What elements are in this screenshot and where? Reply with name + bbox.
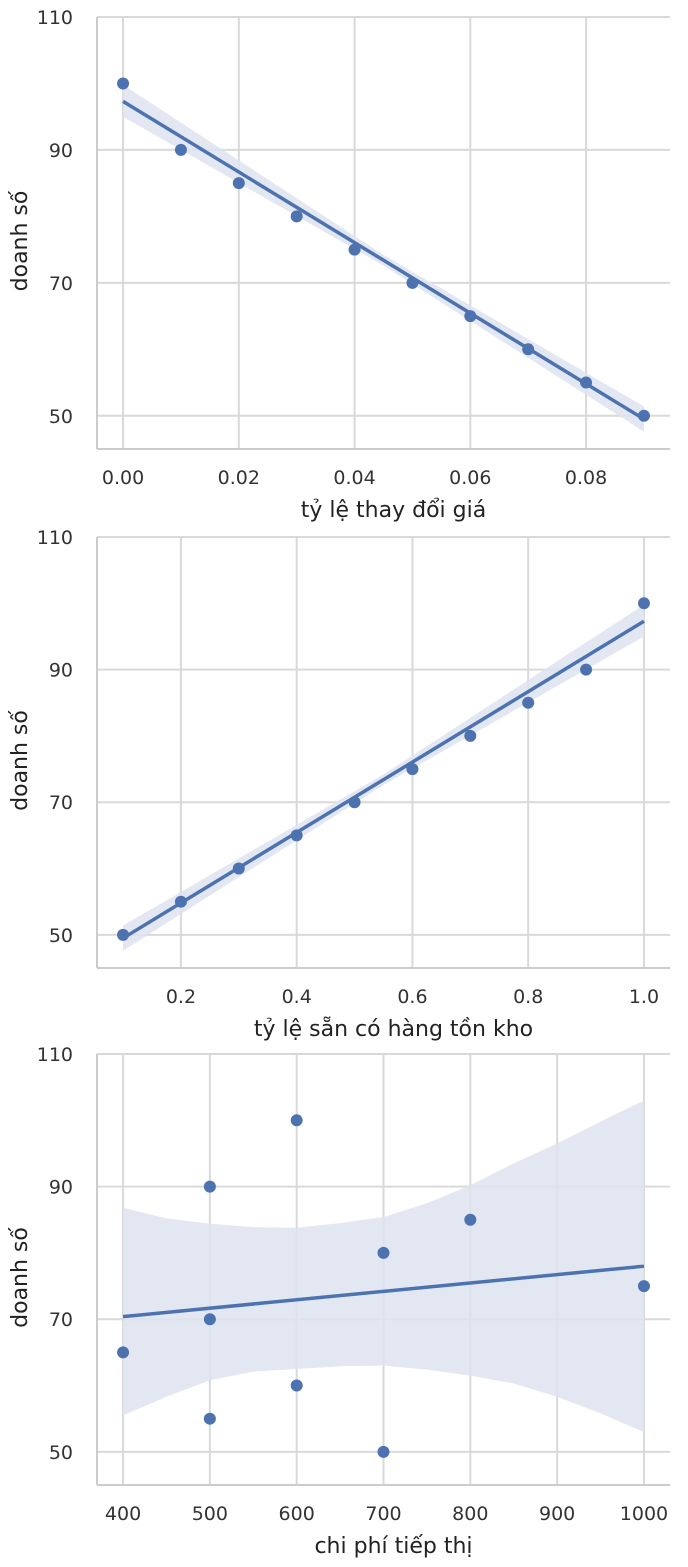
regression-line — [122, 619, 645, 940]
x-tick-label: 700 — [365, 1503, 401, 1525]
data-point — [174, 143, 187, 156]
data-point — [580, 376, 593, 389]
y-axis-label: doanh số — [8, 710, 33, 811]
y-tick-label: 110 — [37, 7, 73, 29]
y-tick-label: 70 — [49, 1309, 73, 1331]
x-tick-label: 0.08 — [565, 467, 607, 489]
data-point — [464, 729, 477, 742]
x-tick-label: 400 — [105, 1503, 141, 1525]
x-tick-label: 1.0 — [629, 986, 659, 1008]
y-tick-label: 50 — [49, 925, 73, 947]
chart-panel-1: 50 70 90 110 0.00 0.02 0.04 0.06 0.08 tỷ lệ thay … — [8, 7, 670, 523]
x-axis-label: tỷ lệ thay đổi giá — [301, 498, 486, 523]
data-point — [522, 696, 535, 709]
x-tick-label: 0.4 — [282, 986, 312, 1008]
data-point — [637, 409, 650, 422]
data-point — [406, 763, 419, 776]
data-point — [117, 77, 130, 90]
data-point — [290, 829, 303, 842]
x-tick-label: 0.06 — [449, 467, 491, 489]
y-tick-label: 90 — [49, 140, 73, 162]
x-tick-label: 500 — [192, 1503, 228, 1525]
data-point — [290, 1379, 303, 1392]
data-point — [406, 276, 419, 289]
data-point — [232, 862, 245, 875]
data-point — [203, 1180, 216, 1193]
data-point — [377, 1445, 390, 1458]
x-tick-label: 0.02 — [218, 467, 260, 489]
x-tick-label: 0.2 — [166, 986, 196, 1008]
confidence-band — [123, 1100, 644, 1432]
chart-panel-3: 50 70 90 110 400 500 600 700 800 900 1000 chi phí t… — [8, 1044, 670, 1559]
regression-line — [122, 99, 645, 421]
data-point — [637, 597, 650, 610]
chart-panel-2: 50 70 90 110 0.2 0.4 0.6 0.8 1.0 tỷ lệ sẵn có hàn… — [8, 527, 670, 1042]
x-tick-label: 0.00 — [102, 467, 144, 489]
y-tick-label: 70 — [49, 273, 73, 295]
y-tick-label: 110 — [37, 1044, 73, 1066]
x-tick-label: 800 — [452, 1503, 488, 1525]
x-tick-label: 600 — [279, 1503, 315, 1525]
y-tick-label: 70 — [49, 792, 73, 814]
x-tick-label: 900 — [539, 1503, 575, 1525]
x-axis-label: tỷ lệ sẵn có hàng tồn kho — [254, 1016, 533, 1042]
y-tick-label: 90 — [49, 660, 73, 682]
data-point — [174, 895, 187, 908]
x-axis-label: chi phí tiếp thị — [314, 1534, 472, 1559]
data-point — [377, 1246, 390, 1259]
data-point — [348, 796, 361, 809]
regression-line — [122, 1264, 645, 1319]
data-point — [117, 928, 130, 941]
x-tick-label: 0.04 — [333, 467, 375, 489]
y-axis-label: doanh số — [8, 1227, 33, 1328]
data-point — [117, 1346, 130, 1359]
data-point — [348, 243, 361, 256]
x-tick-label: 0.6 — [397, 986, 427, 1008]
y-tick-label: 50 — [49, 406, 73, 428]
data-point — [522, 343, 535, 356]
data-point — [464, 1213, 477, 1226]
data-point — [637, 1280, 650, 1293]
y-axis-label: doanh số — [8, 190, 33, 291]
data-point — [464, 310, 477, 323]
data-point — [290, 210, 303, 223]
data-point — [203, 1412, 216, 1425]
data-point — [203, 1313, 216, 1326]
x-tick-label: 1000 — [620, 1503, 668, 1525]
y-tick-label: 90 — [49, 1177, 73, 1199]
y-tick-label: 110 — [37, 527, 73, 549]
y-tick-label: 50 — [49, 1442, 73, 1464]
data-point — [232, 177, 245, 190]
x-tick-label: 0.8 — [513, 986, 543, 1008]
data-point — [290, 1114, 303, 1127]
data-point — [580, 663, 593, 676]
